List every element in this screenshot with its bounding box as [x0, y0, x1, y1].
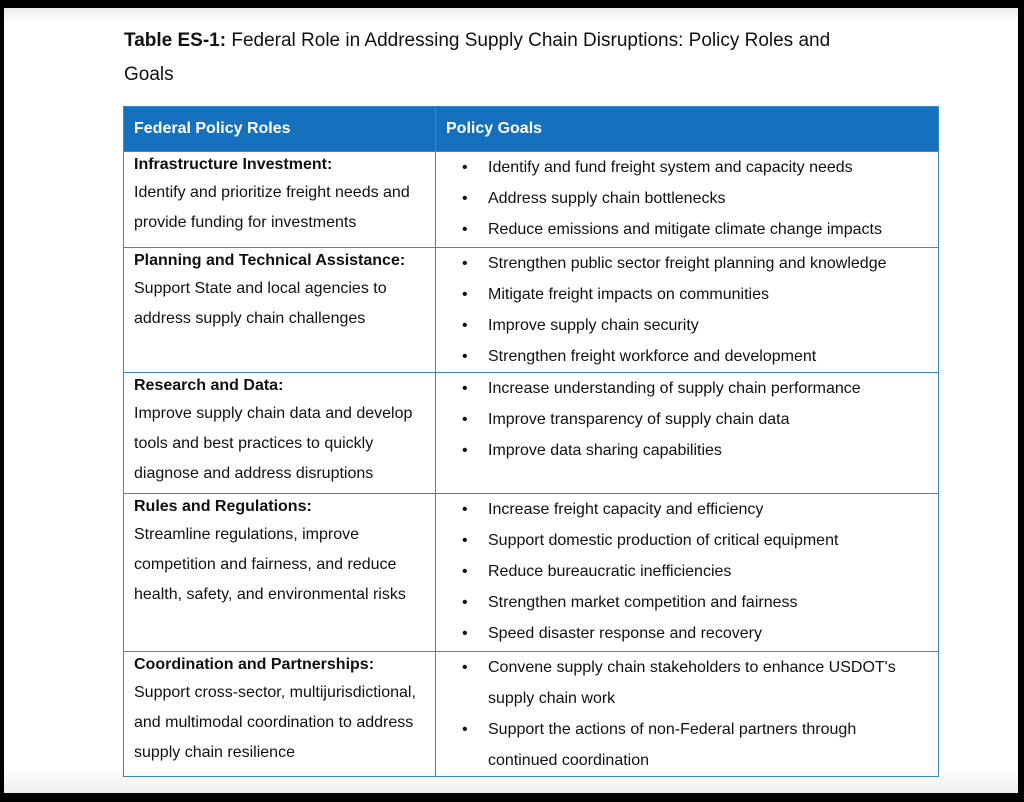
role-description: Improve supply chain data and develop to… [134, 405, 413, 482]
goals-list: Identify and fund freight system and cap… [446, 152, 930, 245]
policy-goal: Support domestic production of critical … [446, 525, 930, 556]
policy-goal: Convene supply chain stakeholders to enh… [446, 652, 930, 714]
goals-cell: Strengthen public sector freight plannin… [435, 247, 939, 373]
goals-list: Strengthen public sector freight plannin… [446, 248, 930, 372]
policy-goal: Mitigate freight impacts on communities [446, 279, 930, 310]
policy-table: Federal Policy Roles Policy Goals Infras… [123, 106, 939, 777]
policy-goal: Reduce emissions and mitigate climate ch… [446, 214, 930, 245]
role-title: Coordination and Partnerships: [134, 656, 375, 673]
header-roles: Federal Policy Roles [123, 106, 436, 152]
table-row: Research and Data: Improve supply chain d… [123, 372, 939, 494]
role-description: Streamline regulations, improve competit… [134, 526, 406, 603]
policy-goal: Improve supply chain security [446, 310, 930, 341]
caption-label: Table ES-1: [124, 30, 227, 51]
role-description: Identify and prioritize freight needs an… [134, 184, 410, 231]
policy-goal: Identify and fund freight system and cap… [446, 152, 930, 183]
table-row: Planning and Technical Assistance: Suppor… [123, 247, 939, 373]
goals-cell: Increase understanding of supply chain p… [435, 372, 939, 494]
goals-cell: Increase freight capacity and efficiency… [435, 493, 939, 652]
role-title: Planning and Technical Assistance: [134, 252, 406, 269]
header-goals: Policy Goals [435, 106, 939, 152]
table-row: Rules and Regulations: Streamline regulat… [123, 493, 939, 652]
role-cell: Infrastructure Investment: Identify and p… [123, 151, 436, 248]
policy-goal: Increase understanding of supply chain p… [446, 373, 930, 404]
table-row: Infrastructure Investment: Identify and p… [123, 151, 939, 248]
goals-list: Increase freight capacity and efficiency… [446, 494, 930, 649]
role-title: Rules and Regulations: [134, 498, 312, 515]
table-row: Coordination and Partnerships: Support cr… [123, 651, 939, 777]
role-cell: Planning and Technical Assistance: Suppor… [123, 247, 436, 373]
goals-cell: Convene supply chain stakeholders to enh… [435, 651, 939, 777]
policy-goal: Improve data sharing capabilities [446, 435, 930, 466]
policy-goal: Address supply chain bottlenecks [446, 183, 930, 214]
role-cell: Rules and Regulations: Streamline regulat… [123, 493, 436, 652]
role-description: Support State and local agencies to addr… [134, 280, 387, 327]
role-description: Support cross-sector, multijurisdictiona… [134, 684, 416, 761]
policy-goal: Improve transparency of supply chain dat… [446, 404, 930, 435]
policy-goal: Strengthen freight workforce and develop… [446, 341, 930, 372]
caption-text: Federal Role in Addressing Supply Chain … [124, 30, 831, 85]
policy-goal: Strengthen public sector freight plannin… [446, 248, 930, 279]
policy-goal: Speed disaster response and recovery [446, 618, 930, 649]
policy-goal: Support the actions of non-Federal partn… [446, 714, 930, 776]
goals-cell: Identify and fund freight system and cap… [435, 151, 939, 248]
goals-list: Increase understanding of supply chain p… [446, 373, 930, 466]
role-cell: Research and Data: Improve supply chain d… [123, 372, 436, 494]
goals-list: Convene supply chain stakeholders to enh… [446, 652, 930, 776]
document-page: Table ES-1: Federal Role in Addressing S… [4, 8, 1018, 793]
role-cell: Coordination and Partnerships: Support cr… [123, 651, 436, 777]
policy-goal: Increase freight capacity and efficiency [446, 494, 930, 525]
table-header-row: Federal Policy Roles Policy Goals [123, 106, 939, 152]
policy-goal: Reduce bureaucratic inefficiencies [446, 556, 930, 587]
role-title: Infrastructure Investment: [134, 156, 333, 173]
role-title: Research and Data: [134, 377, 284, 394]
table-caption: Table ES-1: Federal Role in Addressing S… [124, 24, 844, 92]
policy-goal: Strengthen market competition and fairne… [446, 587, 930, 618]
